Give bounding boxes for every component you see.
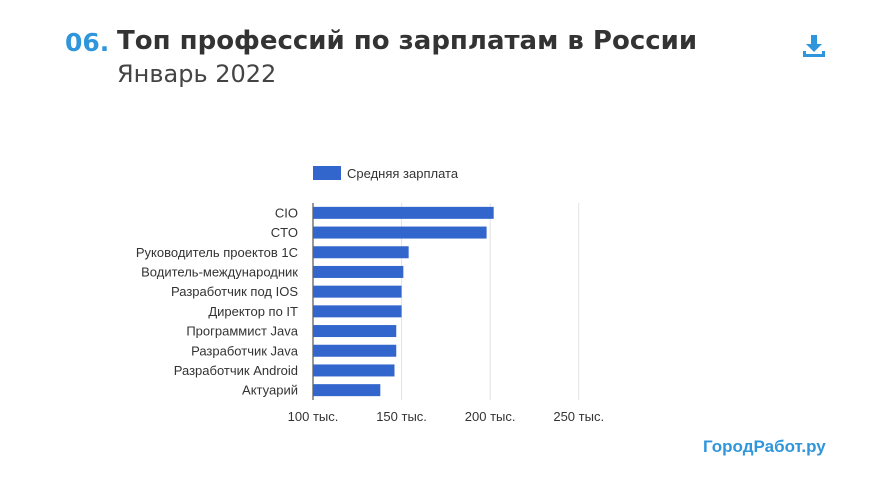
chart-subtitle: Январь 2022 [117, 60, 277, 88]
category-label: Разработчик под IOS [171, 284, 298, 299]
bar [313, 305, 402, 318]
bar [313, 206, 494, 219]
legend-label: Средняя зарплата [347, 166, 459, 181]
legend-swatch [313, 166, 341, 180]
bar [313, 226, 487, 239]
bar [313, 384, 381, 397]
bar [313, 364, 395, 377]
category-label: Руководитель проектов 1С [136, 245, 298, 260]
category-label: Актуарий [242, 383, 298, 398]
category-label: Разработчик Android [174, 363, 298, 378]
category-label: Водитель-международник [141, 264, 298, 279]
bar [313, 265, 404, 278]
category-label: CIO [275, 205, 298, 220]
bar [313, 285, 402, 298]
x-tick-label: 150 тыс. [376, 409, 427, 424]
bar [313, 344, 397, 357]
section-number: 06. [65, 28, 110, 57]
brand-logo: ГородРабот.ру [703, 437, 826, 456]
x-tick-label: 100 тыс. [288, 409, 339, 424]
download-icon[interactable] [801, 33, 827, 59]
chart-title: Топ профессий по зарплатам в России [117, 26, 698, 56]
category-label: Директор по IT [208, 304, 298, 319]
bar [313, 246, 409, 259]
x-tick-label: 200 тыс. [465, 409, 516, 424]
bar [313, 325, 397, 338]
category-label: Разработчик Java [191, 343, 299, 358]
category-label: Программист Java [186, 324, 298, 339]
x-tick-label: 250 тыс. [553, 409, 604, 424]
category-label: CTO [271, 225, 298, 240]
